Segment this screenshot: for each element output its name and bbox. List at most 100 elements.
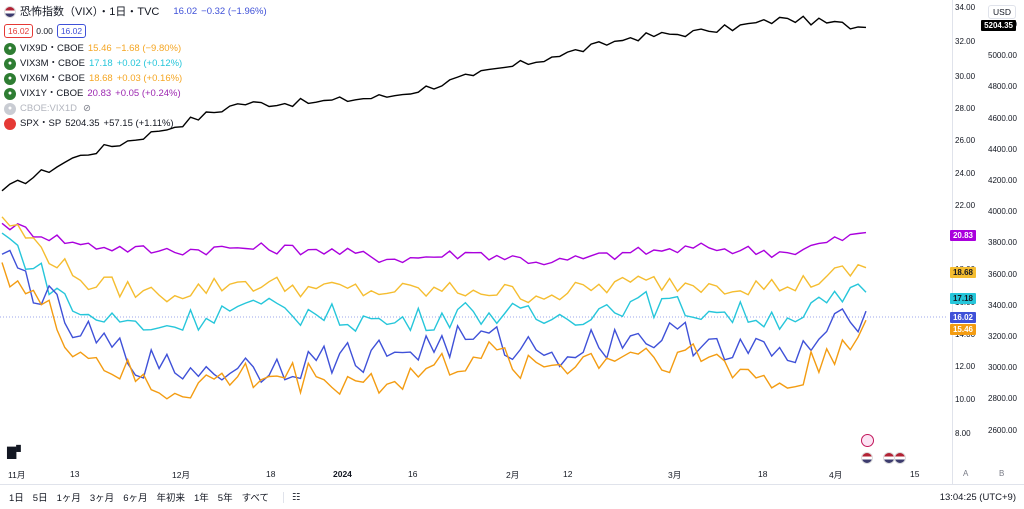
visibility-eye-icon[interactable]: ●: [4, 72, 16, 85]
vix-axis-label: 30.00: [955, 71, 976, 81]
vix-axis-label: 26.00: [955, 136, 976, 146]
series-change: +0.05 (+0.24%): [115, 87, 181, 99]
us-flag-icon[interactable]: [894, 451, 906, 464]
spx-axis-label: 2600.00: [988, 425, 1017, 435]
vix-axis-label: 12.00: [955, 362, 976, 372]
us-flag-icon: [4, 5, 16, 18]
visibility-eye-icon[interactable]: ●: [4, 87, 16, 100]
time-axis-label: 11月: [8, 470, 26, 480]
visibility-eye-icon[interactable]: ●: [4, 42, 16, 55]
spx-axis-label: 2800.00: [988, 394, 1017, 404]
series-line-vix1y[interactable]: [1, 222, 867, 266]
vix9d-price-badge: 15.46: [949, 324, 976, 335]
chart-canvas[interactable]: [0, 0, 1024, 484]
spx-symbol-icon: [4, 117, 16, 130]
series-value: 17.18: [88, 57, 113, 69]
time-axis-label: 16: [408, 469, 418, 479]
range-1d[interactable]: 1日: [9, 493, 24, 504]
main-value: 16.02: [173, 5, 198, 17]
series-change: +57.15 (+1.11%): [103, 117, 174, 129]
tradingview-logo: ▇▘: [7, 445, 26, 459]
legend-row-spx[interactable]: SPX・SP 5204.35 +57.15 (+1.11%): [4, 116, 267, 131]
vix3m-price-badge: 17.18: [949, 293, 976, 304]
legend-row-vix1d[interactable]: ● CBOE:VIX1D ⊘: [4, 101, 267, 116]
legend-main-row[interactable]: 恐怖指数（VIX）・1日・TVC 16.02 −0.32 (−1.96%): [4, 4, 267, 19]
series-value: 18.68: [88, 72, 113, 84]
vix6m-price-badge: 18.68: [949, 267, 976, 278]
spx-axis-label: 3400.00: [988, 300, 1017, 310]
currency-button[interactable]: USD: [988, 5, 1016, 19]
spx-axis-label: 4800.00: [988, 82, 1017, 92]
spx-axis-label: 4200.00: [988, 176, 1017, 185]
range-6m[interactable]: 6ヶ月: [123, 493, 148, 504]
spread-value: 0.00: [36, 25, 53, 36]
series-value: 5204.35: [65, 117, 100, 129]
series-line-vix[interactable]: [1, 249, 867, 384]
vix-axis-label: 28.00: [955, 103, 976, 113]
time-axis-label: 12月: [172, 470, 190, 480]
time-axis-label: 3月: [668, 470, 682, 480]
clock-time[interactable]: 13:04:25 (UTC+9): [939, 491, 1016, 503]
series-group: [1, 15, 867, 400]
bid-box[interactable]: 16.02: [4, 23, 34, 38]
spx-axis-label: 3000.00: [988, 363, 1017, 373]
bottom-toolbar: 1日 5日 1ヶ月 3ヶ月 6ヶ月 年初来 1年 5年 すべて ☷ 13:04:…: [0, 484, 1024, 509]
vix-axis-label: 32.00: [955, 37, 976, 47]
eye-hidden-icon[interactable]: ⊘: [83, 102, 91, 114]
date-range-icon[interactable]: ☷: [283, 491, 301, 503]
series-line-vix9d[interactable]: [1, 262, 867, 400]
time-axis-label: 13: [70, 469, 80, 479]
price-scale[interactable]: USD: [952, 0, 1024, 484]
range-5d[interactable]: 5日: [32, 493, 48, 504]
legend-row-vix6m[interactable]: ● VIX6M・CBOE 18.68 +0.03 (+0.16%): [4, 71, 267, 86]
vix-axis-label: 34.00: [955, 3, 976, 13]
legend-row-vix1y[interactable]: ● VIX1Y・CBOE 20.83 +0.05 (+0.24%): [4, 86, 267, 101]
series-change: −1.68 (−9.80%): [115, 42, 182, 54]
main-symbol-title[interactable]: 恐怖指数（VIX）・1日・TVC: [20, 5, 160, 18]
series-line-spx[interactable]: [1, 15, 867, 192]
spx-price-badge: 5204.35: [981, 20, 1016, 31]
us-flag-icon[interactable]: [883, 451, 895, 464]
auto-scale-button[interactable]: A: [963, 469, 969, 478]
series-name: VIX6M・CBOE: [20, 72, 85, 84]
range-all[interactable]: すべて: [241, 493, 270, 504]
series-line-vix6m[interactable]: [1, 216, 867, 304]
range-1m[interactable]: 1ヶ月: [56, 493, 81, 504]
vix-axis-label: 22.00: [955, 200, 976, 210]
visibility-eye-icon[interactable]: ●: [4, 57, 16, 70]
spx-axis-label: 5000.00: [988, 51, 1017, 61]
series-change: +0.03 (+0.16%): [116, 72, 183, 84]
vix-axis-label: 8.00: [955, 428, 971, 438]
time-axis-label: 4月: [829, 470, 843, 480]
legend-row-vix3m[interactable]: ● VIX3M・CBOE 17.18 +0.02 (+0.12%): [4, 56, 267, 71]
time-axis-label: 18: [758, 469, 768, 479]
time-axis-label: 12: [563, 469, 573, 479]
range-3m[interactable]: 3ヶ月: [89, 493, 115, 504]
log-scale-button[interactable]: B: [999, 469, 1005, 478]
us-flag-icon[interactable]: [861, 451, 873, 464]
legend-row-vix9d[interactable]: ● VIX9D・CBOE 15.46 −1.68 (−9.80%): [4, 41, 267, 56]
range-ytd[interactable]: 年初来: [156, 493, 185, 504]
visibility-eye-icon[interactable]: ●: [4, 102, 16, 115]
range-5y[interactable]: 5年: [217, 493, 233, 504]
spx-axis-label: 4600.00: [988, 113, 1017, 123]
spx-axis-label: 3200.00: [988, 332, 1017, 341]
vix-axis-label: 24.00: [955, 168, 976, 178]
series-value: 15.46: [87, 42, 112, 54]
time-axis-label: 2024: [333, 469, 352, 479]
vix1y-price-badge: 20.83: [949, 230, 976, 241]
ask-box[interactable]: 16.02: [56, 23, 87, 38]
ohlc-boxes: 16.02 0.00 16.02: [4, 23, 267, 38]
range-1y[interactable]: 1年: [194, 493, 209, 504]
series-change: +0.02 (+0.12%): [116, 57, 183, 69]
event-icon[interactable]: [861, 434, 874, 447]
series-value: 20.83: [87, 87, 112, 99]
time-axis-label: 2月: [506, 470, 520, 480]
legend: 恐怖指数（VIX）・1日・TVC 16.02 −0.32 (−1.96%) 16…: [4, 4, 267, 131]
series-name: VIX3M・CBOE: [20, 57, 85, 69]
series-line-vix3m[interactable]: [1, 232, 867, 333]
vix-axis-label: 10.00: [955, 394, 976, 404]
spx-axis-label: 4000.00: [988, 207, 1017, 217]
vix-price-badge: 16.02: [949, 312, 976, 323]
series-name: CBOE:VIX1D: [20, 102, 78, 114]
